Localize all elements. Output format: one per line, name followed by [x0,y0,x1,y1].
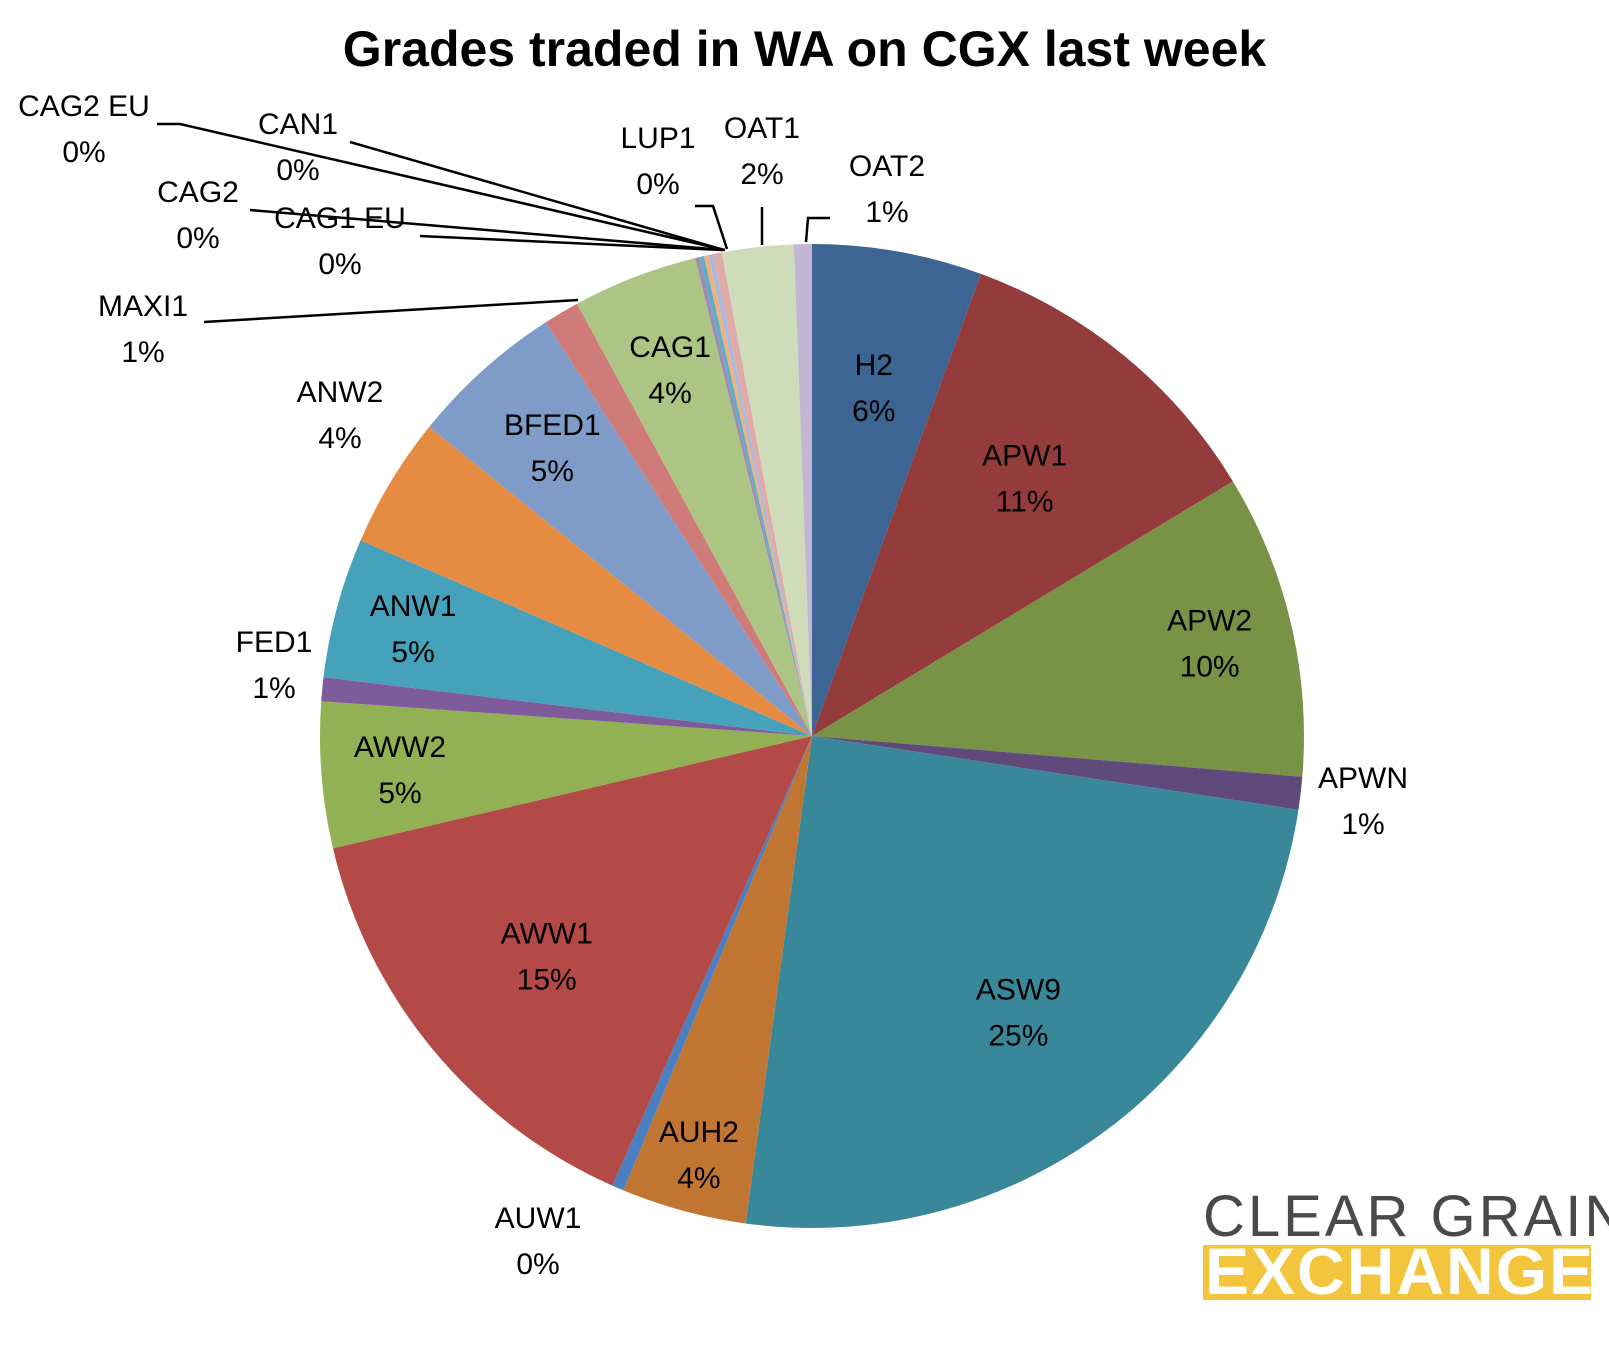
pie-slice-lup1 [712,252,812,736]
leader-line-cag2-eu [157,122,726,252]
pie-slice-cag2-eu [708,254,812,736]
clear-grain-exchange-logo: CLEAR GRAIN EXCHANGE [1203,1184,1609,1308]
pie-slice-asw9 [745,736,1299,1229]
slice-label-cag1: CAG1 4% [629,331,711,410]
pie-slice-anw2 [360,426,812,736]
slice-labels: H2 6% APW1 11% APW2 10% APWN 1% ASW9 25% AUH2 4% AUW… [18,90,1408,1281]
slice-label-maxi1: MAXI1 1% [98,290,188,369]
logo-band [1203,1245,1591,1300]
leader-line-lup1 [695,204,729,250]
slice-label-apw2: APW2 10% [1167,605,1252,684]
slice-label-h2: H2 6% [852,349,895,428]
slice-label-aww2: AWW2 5% [354,731,446,810]
slice-label-apwn: APWN 1% [1318,762,1408,841]
pie-slice-oat2 [793,243,812,736]
pie-slice-bfed1 [429,322,812,736]
pie-slice-cag1-eu [695,257,812,736]
slice-label-anw2: ANW2 4% [297,376,384,455]
leader-line-can1 [349,140,725,252]
slice-label-anw1: ANW1 5% [370,590,457,669]
leader-line-maxi1 [203,298,579,324]
logo-line2: EXCHANGE [1205,1234,1595,1308]
pie-slice-auh2 [623,736,812,1224]
chart-title: Grades traded in WA on CGX last week [342,21,1267,77]
leader-line-cag1-eu [419,234,723,252]
slice-label-oat1: OAT1 2% [724,112,800,191]
pie-slice-aww1 [333,736,812,1186]
slice-label-cag2: CAG2 0% [157,176,239,255]
slice-label-auw1: AUW1 0% [495,1202,582,1281]
slice-label-asw9: ASW9 25% [976,974,1061,1053]
slice-label-cag2-eu: CAG2 EU 0% [18,90,150,169]
slice-label-lup1: LUP1 0% [620,122,695,201]
slice-label-fed1: FED1 1% [236,626,313,705]
slice-label-bfed1: BFED1 5% [504,409,601,488]
pie-slice-cag2 [699,256,812,736]
pie-slice-maxi1 [545,303,812,736]
pie-slice-h2 [812,244,981,736]
slice-label-aww1: AWW1 15% [501,918,593,997]
leader-lines [157,122,830,324]
pie-slices [320,243,1305,1229]
leader-line-oat2 [804,216,830,243]
pie-slice-apw1 [812,273,1233,736]
pie-slice-aww2 [320,701,812,849]
slice-label-apw1: APW1 11% [982,440,1067,519]
slice-label-can1: CAN1 0% [258,108,338,187]
slice-label-auh2: AUH2 4% [659,1116,739,1195]
pie-slice-oat1 [721,244,812,736]
pie-slice-anw1 [323,540,812,736]
logo-line1: CLEAR GRAIN [1203,1184,1609,1249]
pie-slice-apwn [812,736,1303,810]
slice-label-oat2: OAT2 1% [849,150,925,229]
pie-slice-cag1 [576,258,812,736]
pie-slice-auw1 [612,736,812,1191]
pie-slice-can1 [703,255,812,736]
leader-line-cag2 [249,208,724,252]
slice-label-cag1-eu: CAG1 EU 0% [274,202,406,281]
pie-slice-apw2 [812,481,1305,777]
pie-slice-fed1 [321,677,812,736]
